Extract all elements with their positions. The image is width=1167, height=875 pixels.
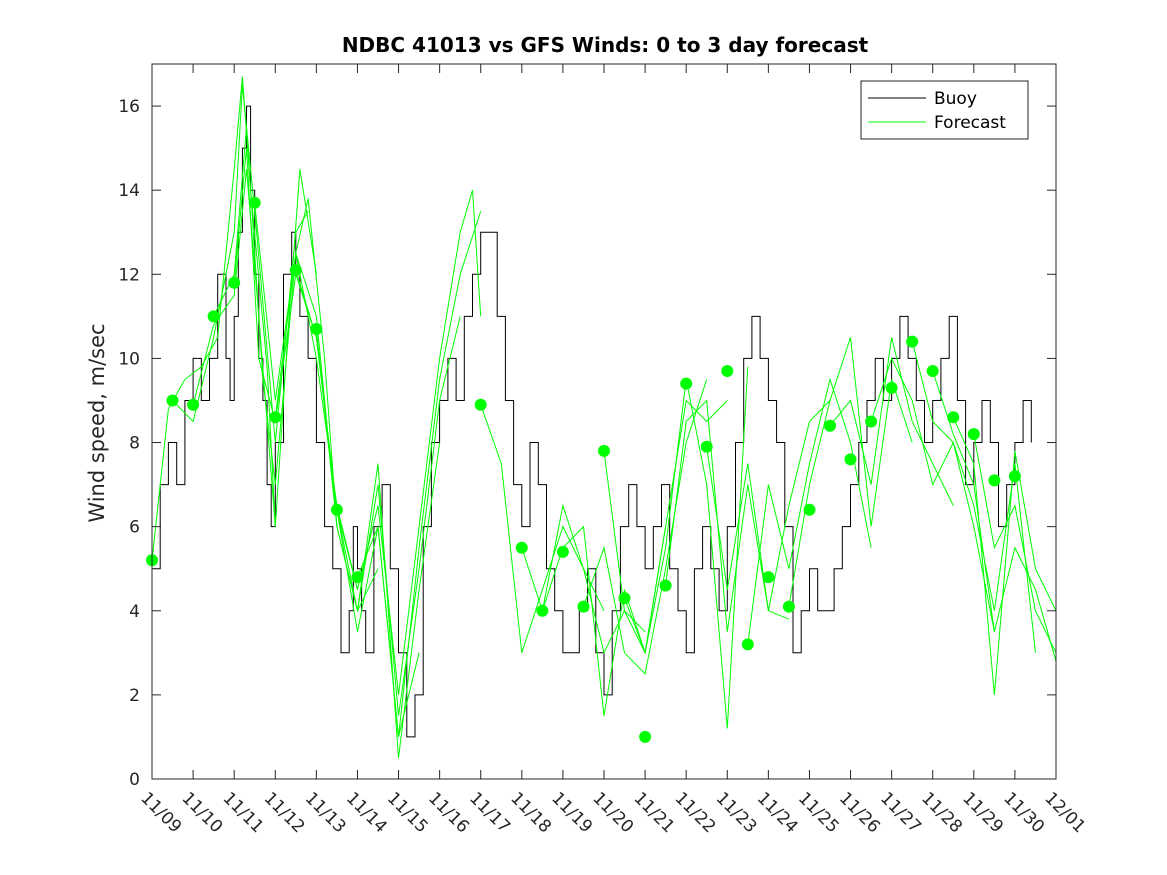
x-tick-label: 11/15 — [383, 788, 432, 837]
x-tick-label: 11/11 — [219, 788, 268, 837]
x-tick-label: 11/19 — [547, 788, 596, 837]
x-tick-label: 11/27 — [876, 788, 925, 837]
analysis-point — [721, 365, 734, 377]
x-tick-label: 11/26 — [835, 788, 884, 837]
forecast-series-line-28 — [973, 434, 1057, 654]
x-tick-label: 11/24 — [753, 788, 802, 837]
analysis-point — [515, 541, 528, 554]
analysis-point — [865, 415, 878, 428]
analysis-point — [166, 394, 179, 407]
analysis-point — [988, 474, 1001, 487]
x-tick-label: 11/30 — [999, 788, 1048, 837]
legend-box — [860, 80, 1029, 140]
legend-forecast-label: Forecast — [934, 113, 1006, 133]
analysis-point — [474, 398, 487, 411]
analysis-point — [906, 335, 919, 348]
forecast-series-line-17 — [603, 399, 728, 655]
forecast-series-line-21 — [747, 377, 872, 645]
analysis-point — [536, 604, 549, 617]
analysis-point — [824, 419, 836, 432]
forecast-series-line-16 — [583, 379, 708, 675]
analysis-point — [187, 398, 200, 411]
legend-buoy-label: Buoy — [934, 89, 977, 109]
y-axis-label: Wind speed, m/sec — [85, 323, 109, 522]
chart-title: NDBC 41013 vs GFS Winds: 0 to 3 day fore… — [342, 33, 869, 57]
analysis-point — [598, 444, 610, 457]
analysis-point — [680, 377, 693, 390]
x-tick-label: 11/25 — [794, 788, 843, 837]
analysis-point — [926, 365, 939, 377]
x-tick-label: 11/17 — [465, 788, 514, 837]
analysis-point — [844, 453, 857, 466]
analysis-point — [741, 638, 754, 651]
y-tick-label: 8 — [129, 434, 140, 454]
forecast-series-line-25 — [911, 341, 1036, 653]
forecast-series-line-27 — [952, 417, 1057, 695]
analysis-point — [269, 411, 282, 424]
x-tick-label: 11/12 — [260, 788, 309, 837]
analysis-point — [351, 571, 364, 584]
analysis-point — [803, 503, 816, 516]
forecast-series-line-1 — [151, 76, 276, 561]
analysis-point — [618, 592, 631, 605]
x-tick-label: 11/18 — [506, 788, 555, 837]
analysis-point — [330, 503, 343, 516]
y-tick-label: 12 — [118, 265, 140, 285]
x-tick-label: 11/28 — [917, 788, 966, 837]
analysis-point — [310, 323, 323, 335]
analysis-point — [639, 730, 652, 743]
y-tick-label: 2 — [129, 686, 140, 706]
forecast-series-line-7 — [274, 253, 399, 695]
forecast-series-line-10 — [336, 316, 461, 716]
x-tick-label: 11/10 — [178, 788, 227, 837]
x-tick-label: 11/16 — [424, 788, 473, 837]
forecast-series-line-4 — [213, 127, 338, 527]
forecast-series-line-20 — [706, 400, 831, 611]
legend: Buoy Forecast — [860, 80, 1029, 140]
analysis-point — [700, 440, 713, 453]
y-tick-label: 16 — [118, 97, 140, 117]
forecast-series-line-24 — [870, 357, 995, 632]
x-tick-label: 11/22 — [671, 788, 720, 837]
analysis-point — [782, 600, 795, 613]
forecast-series-line-26 — [932, 370, 1057, 662]
x-tick-label: 11/21 — [630, 788, 679, 837]
x-tick-label: 11/09 — [136, 788, 185, 837]
x-tick-label: 11/29 — [958, 788, 1007, 837]
x-tick-label: 11/14 — [342, 788, 391, 837]
analysis-point — [577, 600, 590, 613]
y-tick-label: 14 — [118, 181, 140, 201]
analysis-point — [885, 381, 898, 394]
x-tick-label: 12/01 — [1040, 788, 1089, 837]
plot-area — [146, 76, 1057, 759]
y-tick-label: 0 — [129, 770, 140, 790]
forecast-series-line-11 — [357, 211, 482, 737]
analysis-point — [659, 579, 672, 592]
analysis-point — [762, 571, 775, 584]
x-tick-label: 11/23 — [712, 788, 761, 837]
forecast-series-line-9 — [315, 328, 441, 759]
analysis-point — [248, 196, 261, 209]
y-tick-label: 6 — [129, 518, 140, 538]
analysis-point — [967, 428, 980, 441]
forecast-series-line-12 — [398, 190, 482, 695]
analysis-point — [1008, 470, 1021, 483]
forecast-series-line-23 — [829, 337, 954, 506]
analysis-point — [556, 545, 569, 558]
analysis-point — [947, 411, 960, 424]
forecast-series-line-22 — [788, 337, 913, 607]
buoy-series-line — [152, 105, 1032, 738]
x-tick-label: 11/20 — [588, 788, 637, 837]
y-tick-label: 4 — [129, 602, 140, 622]
analysis-point — [289, 264, 302, 277]
x-tick-label: 11/13 — [301, 788, 350, 837]
analysis-point — [228, 276, 241, 289]
forecast-series-line-8 — [295, 269, 420, 738]
analysis-point — [207, 310, 220, 323]
y-tick-label: 10 — [118, 349, 140, 369]
